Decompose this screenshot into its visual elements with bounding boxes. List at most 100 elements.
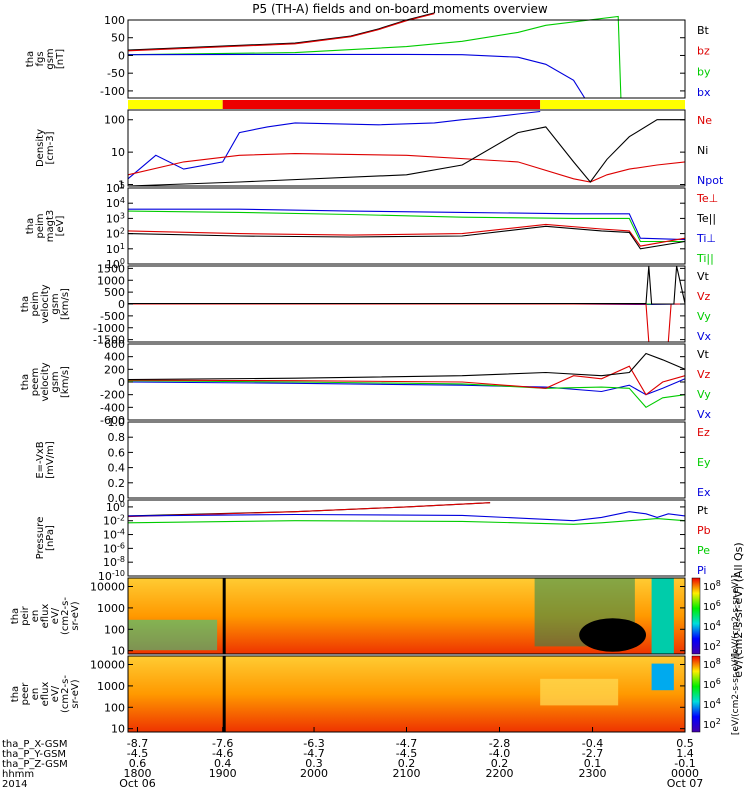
y-tick-label: 1	[118, 179, 125, 192]
y-tick-label: 0	[118, 49, 125, 62]
x-axis-value: 0.4	[214, 757, 232, 770]
x-axis-value: 0.2	[491, 757, 509, 770]
y-axis-label: [nPa]	[45, 525, 56, 551]
series-Pb-line	[127, 502, 491, 518]
y-axis-label: eflux	[40, 604, 51, 629]
colorbar-tick-label: 104	[703, 697, 721, 712]
series-Pt-line	[127, 502, 491, 517]
panel-frame	[127, 187, 686, 265]
legend-entry: bz	[697, 45, 710, 58]
y-axis-label: [cm-3]	[45, 131, 56, 164]
legend-entry: Npot	[697, 174, 724, 187]
y-axis-label: Pressure	[35, 517, 46, 560]
y-tick-label: 1.0	[108, 416, 126, 429]
y-tick-label: -600	[100, 414, 125, 427]
panel-frame	[127, 19, 686, 99]
y-tick-label: 10	[111, 645, 125, 658]
y-axis-label: magt3	[45, 210, 56, 243]
series-Vx-line	[127, 378, 686, 396]
x-axis-row-label: 2014	[2, 779, 27, 790]
chart-title: P5 (TH-A) fields and on-board moments ov…	[252, 2, 548, 16]
colorbar-side-label: eV/(cm2-s-sr-eV) (All Qs)	[732, 542, 745, 677]
mode-bar-segment	[222, 100, 541, 109]
series-Ne-line	[127, 153, 686, 183]
y-axis-label: tha	[10, 608, 21, 624]
x-axis-value: -4.5	[127, 747, 148, 760]
x-axis-value: 0.3	[305, 757, 323, 770]
x-axis-value: 2200	[486, 767, 514, 780]
y-axis-label: peim	[35, 213, 46, 238]
series-Pi-line	[127, 511, 686, 522]
y-tick-label: -1000	[93, 322, 125, 335]
spectrogram-data-gap-line	[222, 656, 226, 732]
y-tick-label: 100	[106, 499, 125, 513]
y-axis-label: en	[30, 610, 41, 623]
y-axis-label: gsm	[50, 293, 61, 314]
x-axis-value: 1900	[209, 767, 237, 780]
y-tick-label: 0	[118, 298, 125, 311]
y-axis-label: peir	[20, 605, 31, 625]
y-axis-label: peim	[30, 291, 41, 316]
spectrogram-data-gap-line	[222, 578, 226, 654]
y-tick-label: 100	[104, 14, 125, 27]
colorbar	[691, 577, 701, 655]
y-tick-label: 0.0	[108, 492, 126, 505]
x-axis-row-label: hhmm	[2, 769, 34, 780]
legend-entry: Vz	[697, 290, 711, 303]
y-axis-label: Density	[35, 129, 46, 167]
y-tick-label: -500	[100, 310, 125, 323]
colorbar	[691, 655, 701, 733]
y-tick-label: 1500	[97, 262, 125, 275]
panel-frame	[127, 109, 686, 187]
x-axis-value: 2100	[393, 767, 421, 780]
y-tick-label: 10-8	[103, 555, 125, 570]
legend-entry: Pi	[697, 564, 706, 577]
y-tick-label: 105	[106, 181, 125, 196]
spectrogram-gap	[579, 618, 647, 652]
series-Ti⊥-line	[128, 208, 686, 241]
series-Te⊥-line	[127, 223, 686, 247]
series-Ti||-line	[127, 210, 685, 243]
colorbar-tick-label: 108	[703, 579, 721, 594]
series-Te||-line	[127, 225, 686, 250]
y-tick-label: -1500	[93, 334, 125, 347]
legend-entry: Vy	[697, 310, 711, 323]
y-axis-label: tha	[10, 686, 21, 702]
y-axis-label: tha	[20, 374, 31, 390]
x-axis-value: -4.5	[396, 747, 417, 760]
y-tick-label: 10-2	[103, 513, 125, 528]
y-axis-label: tha	[25, 218, 36, 234]
y-tick-label: 10-4	[103, 527, 125, 542]
y-tick-label: 600	[104, 338, 125, 351]
y-axis-label: en	[30, 688, 41, 701]
y-tick-label: 10-6	[103, 541, 125, 556]
panel-peer-spectrogram: 108 106 104 102 [eV/(cm2-s-sr-eV)] 10000 1000 1…	[10, 653, 741, 736]
y-axis-label: gsm	[45, 48, 56, 69]
panel-frame	[127, 499, 686, 577]
y-tick-label: 200	[104, 363, 125, 376]
legend-entry: Ne	[697, 114, 712, 127]
panel-fgs: 100 50 0 -50 -100 tha fgs gsm [nT] Bt bz by bx	[25, 12, 711, 99]
legend-entry: Ey	[697, 456, 711, 469]
y-tick-label: 10-10	[98, 569, 125, 584]
series-bz-line	[127, 13, 435, 52]
y-axis-label: velocity	[40, 362, 51, 401]
spectrogram-low-energy-region	[128, 619, 218, 651]
y-axis-label: [mV/m]	[45, 441, 56, 479]
y-axis-label: fgs	[35, 51, 46, 66]
y-axis-label: [eV]	[55, 216, 66, 237]
x-axis-value: Oct 06	[119, 777, 156, 790]
x-axis-table: tha_P_X-GSM -8.7 -7.6 -6.3 -4.7 -2.8 -0.4 0.5th…	[2, 727, 703, 790]
series-Npot-line	[127, 110, 541, 180]
y-tick-label: -50	[107, 67, 125, 80]
y-axis-label: (cm2-s-	[60, 597, 71, 635]
x-axis-value: -7.6	[212, 737, 233, 750]
y-tick-label: 0.8	[108, 431, 126, 444]
y-axis-label: peer	[20, 682, 31, 706]
colorbar-tick-label: 106	[703, 599, 721, 614]
panel-density: 100 10 1 Density [cm-3] Ne Ni Npot	[35, 109, 724, 192]
legend-entry: Vx	[697, 408, 712, 421]
x-axis-value: -2.7	[582, 747, 603, 760]
